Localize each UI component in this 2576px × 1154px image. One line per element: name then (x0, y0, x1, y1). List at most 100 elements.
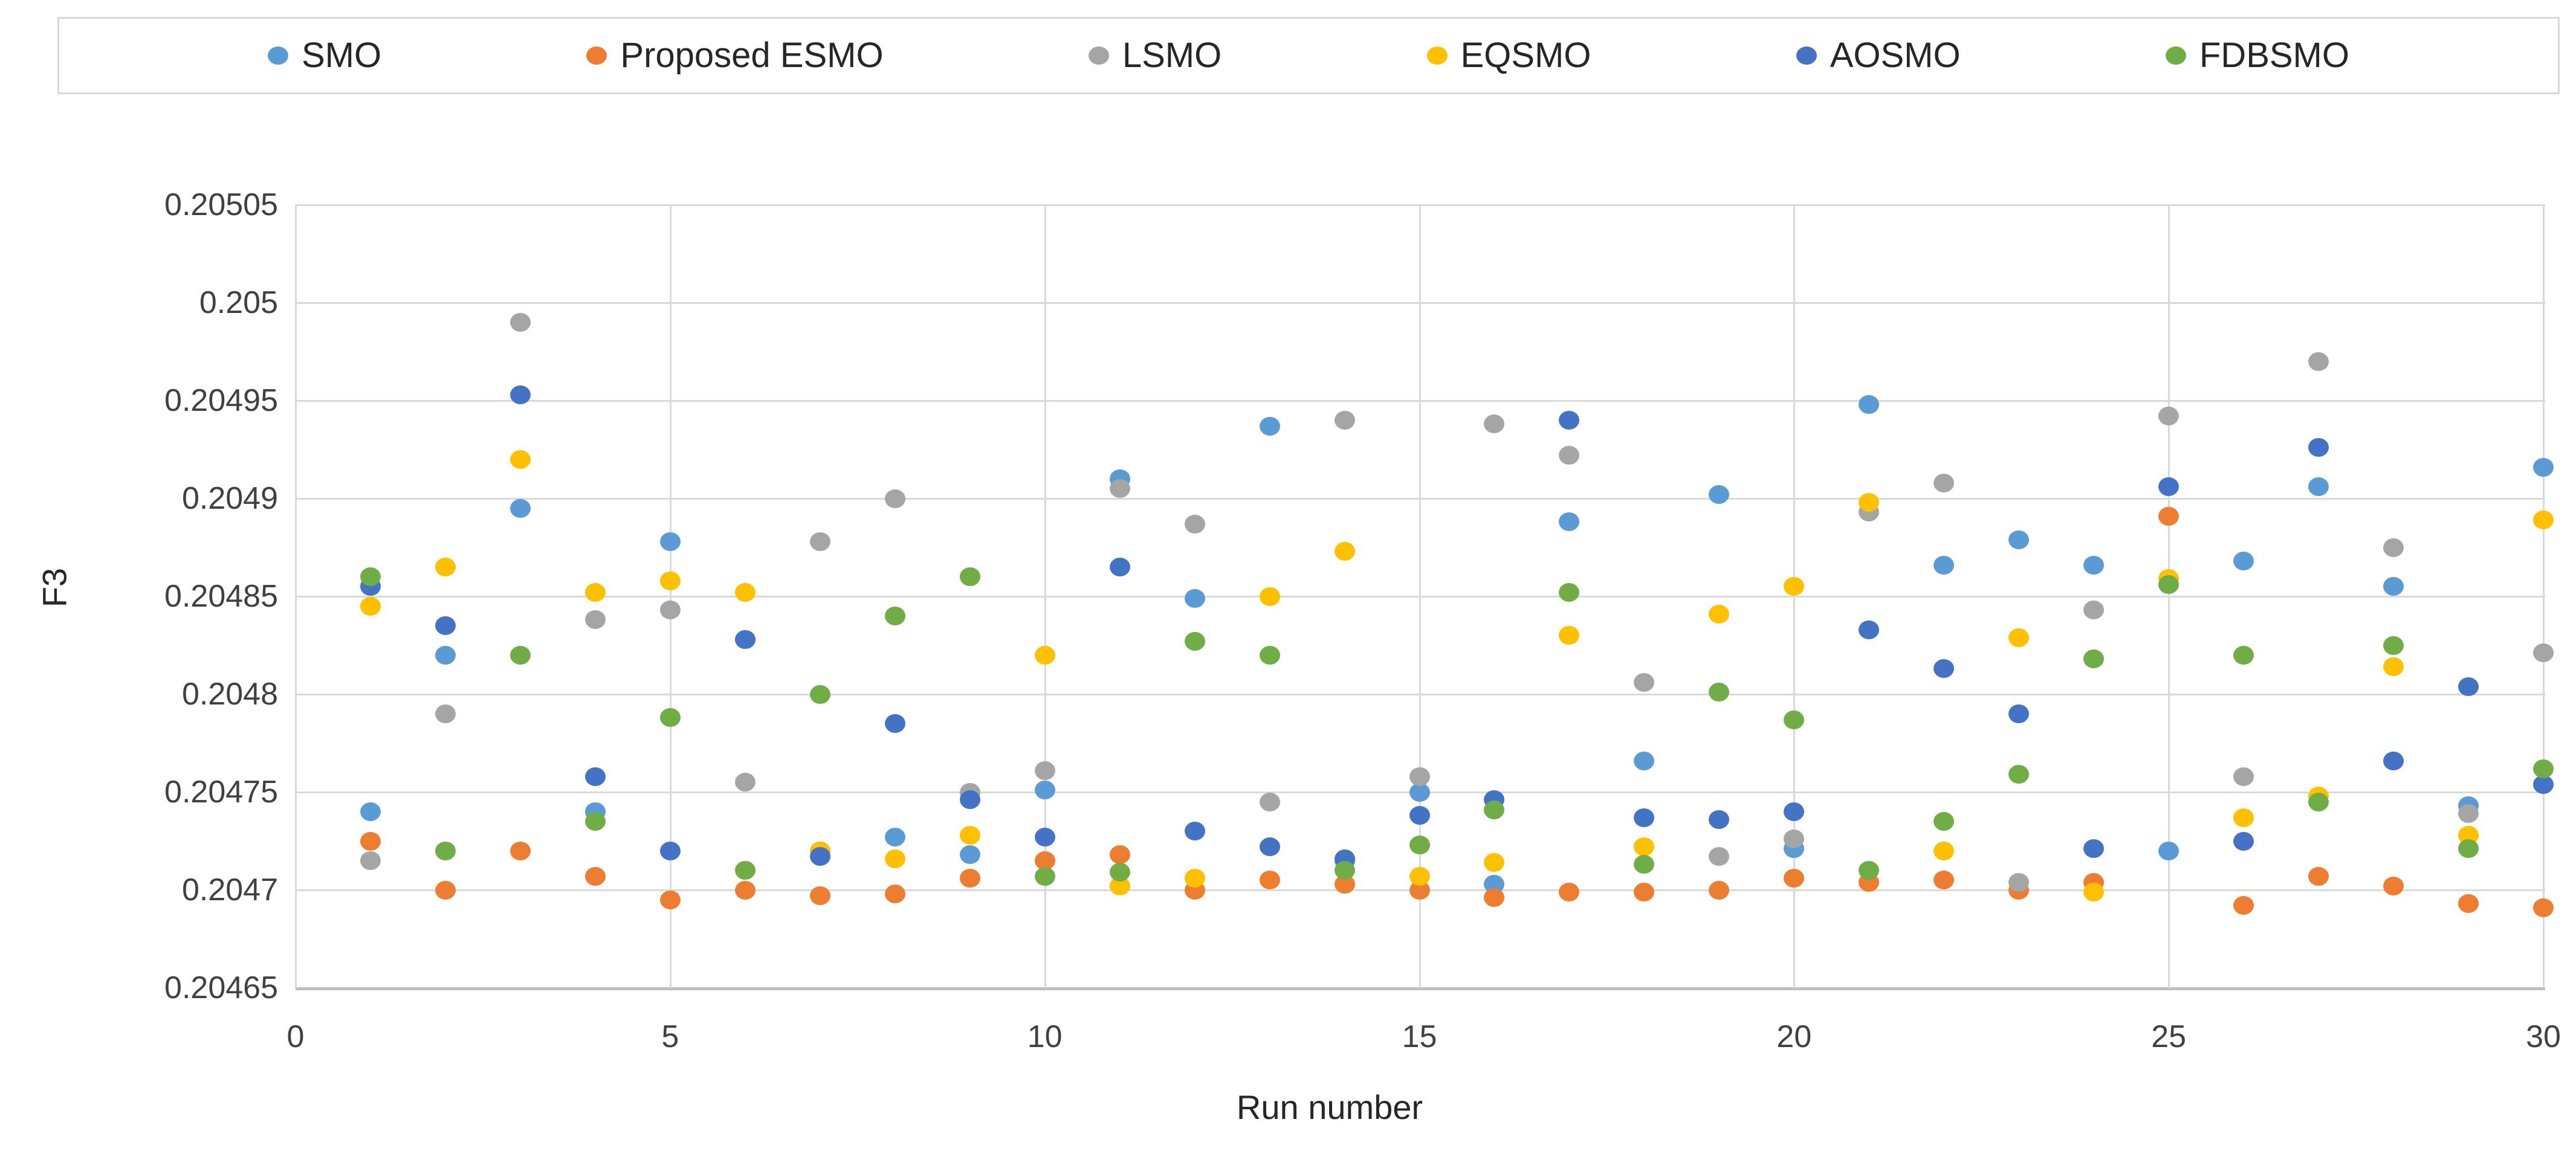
y-tick-label: 0.20475 (164, 775, 278, 810)
point-proposed-esmo-run-1 (360, 831, 381, 851)
point-aosmo-run-30 (2533, 775, 2554, 794)
legend-label: SMO (302, 36, 382, 75)
point-eqsmo-run-13 (1259, 587, 1280, 606)
y-tick-label: 0.20495 (164, 383, 278, 418)
point-aosmo-run-21 (1859, 620, 1880, 639)
x-gridline (2543, 205, 2545, 988)
point-proposed-esmo-run-26 (2233, 896, 2254, 915)
point-eqsmo-run-26 (2233, 808, 2254, 827)
point-lsmo-run-18 (1634, 673, 1655, 692)
point-proposed-esmo-run-28 (2383, 877, 2404, 896)
point-lsmo-run-10 (1034, 761, 1055, 780)
point-proposed-esmo-run-8 (884, 884, 905, 903)
point-lsmo-run-22 (1934, 473, 1955, 492)
y-tick-label: 0.20505 (164, 187, 278, 222)
point-fdbsmo-run-13 (1259, 645, 1280, 665)
point-aosmo-run-7 (809, 847, 830, 866)
point-eqsmo-run-19 (1709, 604, 1730, 624)
point-eqsmo-run-16 (1484, 853, 1505, 872)
legend-marker-icon (1796, 47, 1817, 65)
point-aosmo-run-3 (510, 385, 531, 404)
point-fdbsmo-run-5 (659, 708, 681, 727)
point-proposed-esmo-run-7 (809, 886, 830, 906)
point-aosmo-run-15 (1409, 806, 1430, 825)
legend-item-proposed-esmo: Proposed ESMO (586, 36, 884, 75)
point-proposed-esmo-run-4 (584, 866, 606, 886)
legend-marker-icon (268, 47, 288, 65)
point-aosmo-run-23 (2008, 704, 2030, 723)
point-fdbsmo-run-28 (2383, 636, 2404, 655)
point-fdbsmo-run-26 (2233, 645, 2254, 665)
point-proposed-esmo-run-3 (510, 841, 531, 860)
y-axis-title: F3 (35, 567, 74, 608)
point-eqsmo-run-23 (2008, 628, 2030, 647)
point-aosmo-run-10 (1034, 828, 1055, 847)
legend-marker-icon (1088, 47, 1109, 65)
point-lsmo-run-17 (1559, 446, 1580, 465)
point-aosmo-run-2 (435, 616, 456, 636)
legend-label: Proposed ESMO (620, 36, 884, 75)
point-lsmo-run-8 (884, 489, 905, 508)
point-smo-run-24 (2083, 555, 2105, 575)
point-eqsmo-run-8 (884, 849, 905, 868)
point-fdbsmo-run-2 (435, 841, 456, 860)
legend-marker-icon (586, 47, 607, 65)
point-eqsmo-run-4 (584, 583, 606, 602)
point-eqsmo-run-24 (2083, 882, 2105, 901)
legend-marker-icon (2165, 47, 2186, 65)
x-tick-label: 20 (1776, 1019, 1812, 1054)
point-fdbsmo-run-1 (360, 567, 381, 587)
point-fdbsmo-run-12 (1184, 632, 1205, 651)
point-eqsmo-run-28 (2383, 657, 2404, 677)
point-aosmo-run-26 (2233, 831, 2254, 851)
y-tick-label: 0.205 (199, 285, 278, 320)
legend-item-aosmo: AOSMO (1796, 38, 1961, 73)
x-gridline (1044, 205, 1046, 988)
point-fdbsmo-run-20 (1784, 710, 1805, 729)
point-aosmo-run-4 (584, 767, 606, 786)
point-fdbsmo-run-30 (2533, 759, 2554, 778)
point-lsmo-run-16 (1484, 414, 1505, 434)
point-fdbsmo-run-19 (1709, 683, 1730, 702)
point-aosmo-run-13 (1259, 837, 1280, 857)
point-fdbsmo-run-14 (1334, 861, 1355, 880)
point-lsmo-run-25 (2158, 407, 2180, 426)
y-tick-label: 0.20465 (164, 970, 278, 1005)
point-proposed-esmo-run-13 (1259, 871, 1280, 890)
point-aosmo-run-27 (2308, 438, 2329, 457)
point-eqsmo-run-17 (1559, 626, 1580, 645)
point-proposed-esmo-run-30 (2533, 898, 2554, 917)
point-smo-run-28 (2383, 577, 2404, 596)
x-gridline (1419, 205, 1421, 988)
point-smo-run-8 (884, 828, 905, 847)
point-smo-run-17 (1559, 512, 1580, 532)
point-smo-run-5 (659, 532, 681, 551)
point-aosmo-run-28 (2383, 751, 2404, 770)
legend-item-fdbsmo: FDBSMO (2165, 38, 2349, 73)
x-tick-label: 30 (2526, 1019, 2561, 1054)
point-smo-run-26 (2233, 552, 2254, 571)
y-tick-label: 0.2047 (181, 872, 278, 907)
point-lsmo-run-28 (2383, 538, 2404, 557)
x-tick-label: 25 (2151, 1019, 2187, 1054)
point-fdbsmo-run-15 (1409, 835, 1430, 854)
legend-label: AOSMO (1830, 36, 1961, 75)
point-lsmo-run-6 (734, 773, 756, 792)
plot-left-border (295, 205, 297, 988)
point-smo-run-12 (1184, 588, 1205, 608)
point-lsmo-run-1 (360, 851, 381, 870)
point-aosmo-run-9 (959, 790, 980, 810)
point-proposed-esmo-run-19 (1709, 880, 1730, 900)
point-fdbsmo-run-21 (1859, 861, 1880, 880)
point-aosmo-run-24 (2083, 839, 2105, 859)
point-fdbsmo-run-4 (584, 812, 606, 831)
legend-label: LSMO (1122, 36, 1222, 75)
point-lsmo-run-11 (1109, 479, 1130, 498)
point-fdbsmo-run-18 (1634, 855, 1655, 874)
x-tick-label: 5 (661, 1019, 679, 1054)
point-proposed-esmo-run-20 (1784, 869, 1805, 888)
legend-item-eqsmo: EQSMO (1426, 38, 1591, 73)
point-aosmo-run-5 (659, 841, 681, 860)
point-aosmo-run-25 (2158, 477, 2180, 497)
